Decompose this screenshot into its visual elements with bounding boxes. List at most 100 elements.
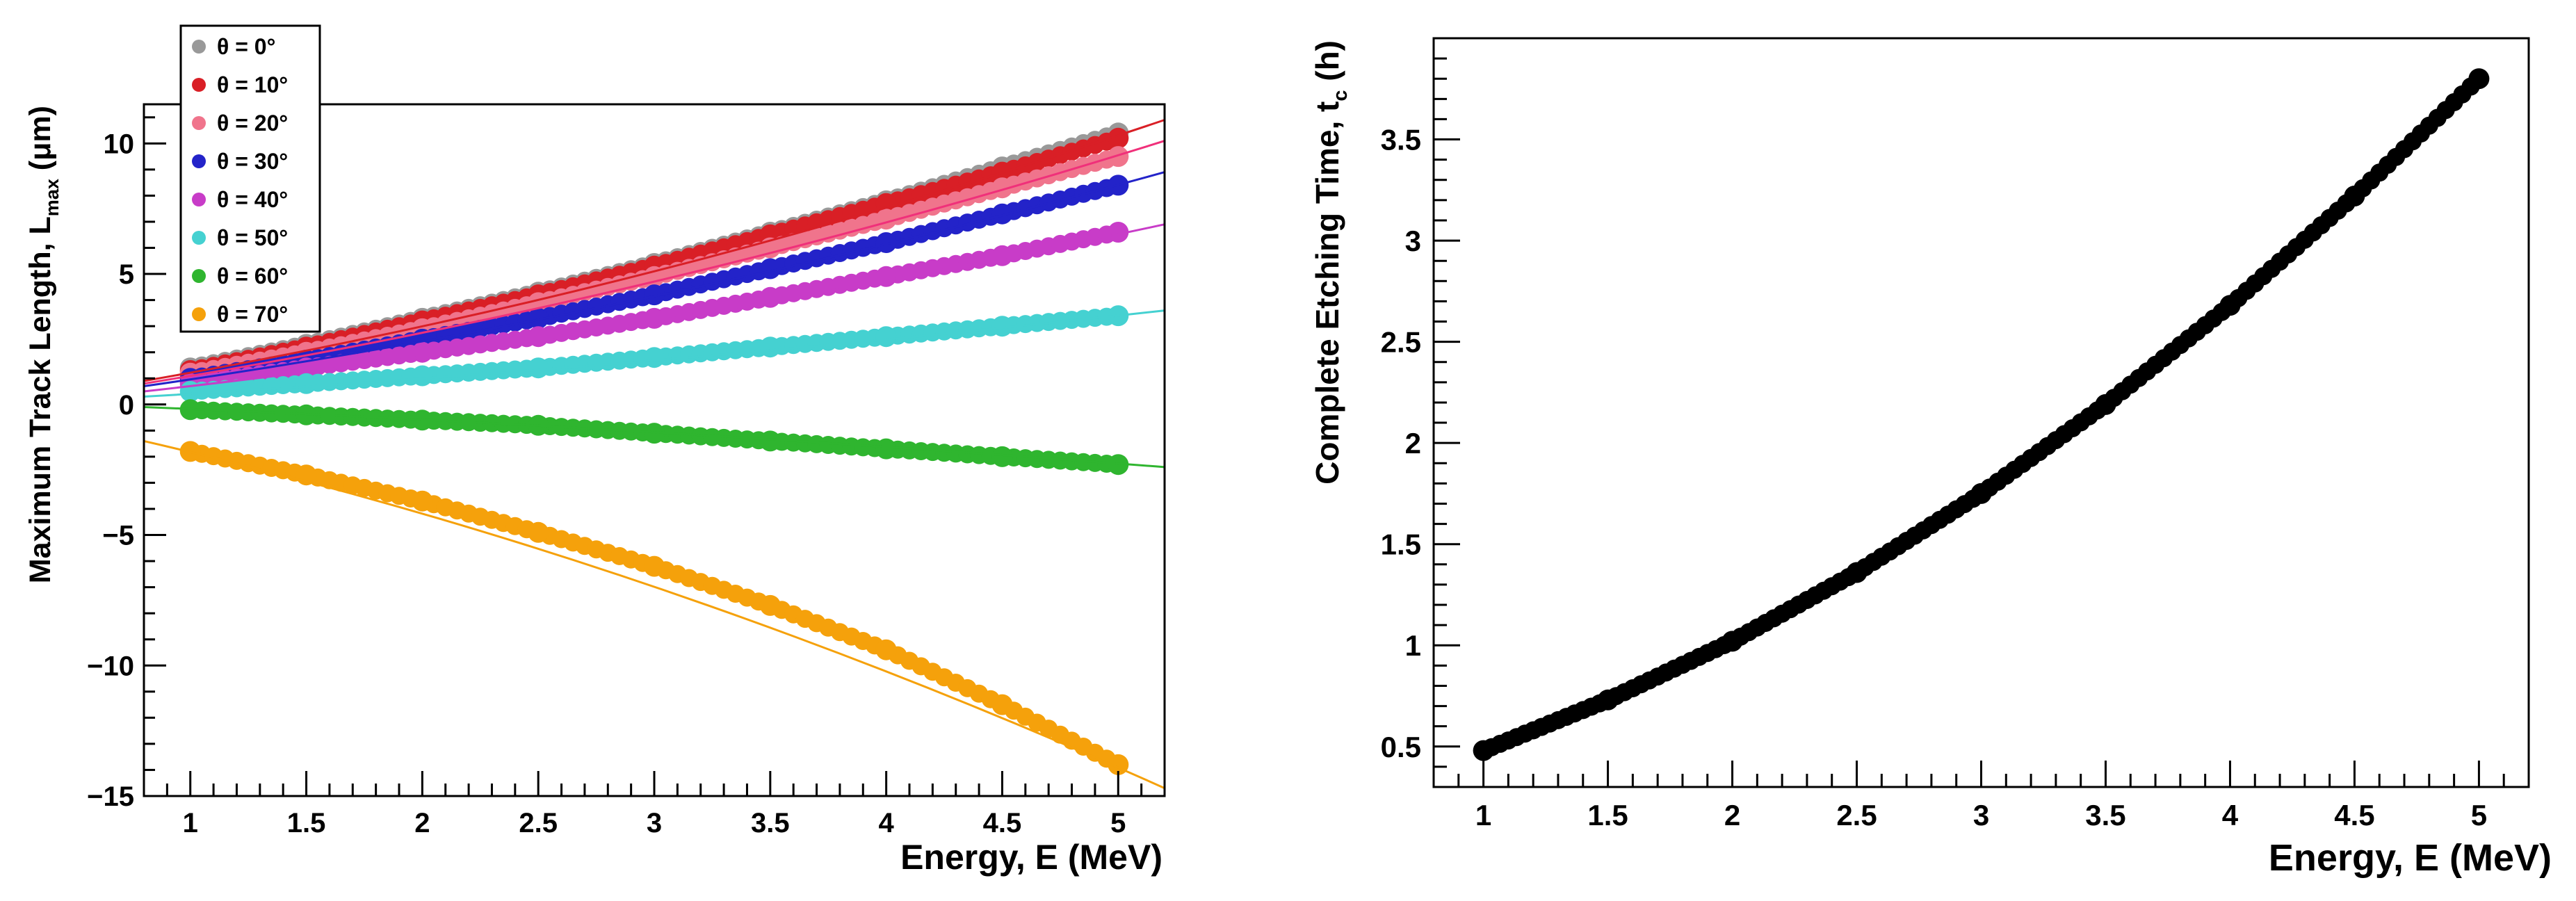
track-length-x-axis-title: Energy, E (MeV) — [900, 838, 1163, 877]
x-tick-label: 4 — [879, 808, 895, 838]
x-tick-label: 3.5 — [2085, 799, 2125, 831]
track-length-fit-lines — [143, 119, 1165, 790]
series-4-point — [644, 284, 665, 306]
series-3-point — [875, 209, 897, 230]
track-length-y-axis-title-sub: max — [42, 179, 63, 216]
legend-label: θ = 70° — [217, 302, 288, 327]
track-length-ticks: 1 1.5 2 2.5 3 3.5 4 4.5 5 −15 −10 −5 0 5 10 — [87, 116, 1166, 838]
x-tick-label: 1.5 — [1587, 799, 1628, 831]
etching-time-y-axis-title-main: Complete Etching Time, t — [1309, 102, 1345, 485]
y-tick-label: 2.5 — [1381, 326, 1421, 359]
x-tick-label: 4.5 — [2334, 799, 2374, 831]
etching-time-point — [2344, 186, 2365, 206]
x-tick-label: 2.5 — [1836, 799, 1877, 831]
series-5-point — [875, 266, 897, 287]
track-length-data-layer — [179, 122, 1129, 775]
series-5-point — [644, 307, 665, 329]
series-8-band — [179, 441, 1129, 775]
x-tick-label: 1 — [1475, 799, 1491, 831]
legend-label: θ = 10° — [217, 72, 288, 97]
x-tick-label: 3 — [1973, 799, 1989, 831]
y-tick-label: 1.5 — [1381, 528, 1421, 561]
legend-marker — [192, 154, 206, 168]
y-tick-label: −15 — [87, 781, 134, 812]
legend-label: θ = 20° — [217, 111, 288, 136]
fit-line-1 — [143, 119, 1165, 382]
y-tick-label: −5 — [102, 521, 134, 551]
series-3-point — [644, 266, 665, 287]
etching-time-point — [1597, 689, 1619, 711]
series-8-point — [875, 639, 897, 660]
x-tick-label: 3.5 — [751, 808, 790, 838]
etching-time-ticks: 1 1.5 2 2.5 3 3.5 4 4.5 5 0.5 1 1.5 2 2.5 3 3.5 — [1381, 37, 2530, 831]
etching-time-series — [1473, 68, 2490, 761]
legend-label: θ = 30° — [217, 149, 288, 174]
track-length-legend: θ = 0° θ = 10° θ = 20° θ = 30° θ = 40° θ = 50… — [179, 24, 321, 333]
y-tick-label: 0.5 — [1381, 731, 1421, 763]
x-tick-label: 3 — [647, 808, 662, 838]
x-tick-label: 1 — [183, 808, 198, 838]
series-7-band — [179, 399, 1129, 476]
x-tick-label: 2 — [414, 808, 430, 838]
legend-marker — [192, 231, 206, 245]
y-tick-label: 5 — [119, 259, 134, 290]
series-3-point — [1108, 146, 1129, 168]
x-tick-label: 2.5 — [519, 808, 558, 838]
y-tick-label: 2 — [1405, 427, 1421, 460]
series-6-point — [759, 336, 781, 358]
etching-time-y-axis-title-sub: c — [1329, 90, 1352, 102]
etching-time-point — [1846, 562, 1868, 583]
fit-line-7 — [143, 439, 1165, 790]
y-tick-label: 3.5 — [1381, 124, 1421, 156]
series-8-point — [759, 594, 781, 616]
y-tick-label: 0 — [119, 390, 134, 421]
legend-label: θ = 0° — [217, 34, 275, 59]
y-tick-label: 3 — [1405, 225, 1421, 257]
series-5-point — [528, 326, 549, 348]
etching-time-y-axis-title-unit: (h) — [1309, 40, 1345, 90]
series-6-point — [295, 373, 317, 394]
track-length-y-axis-title-main: Maximum Track Length, L — [24, 216, 57, 583]
series-4-point — [528, 307, 549, 329]
series-3-point — [991, 177, 1013, 199]
etching-time-point — [1473, 740, 1494, 761]
x-tick-label: 2 — [1724, 799, 1740, 831]
etching-time-y-axis-title: Complete Etching Time, tc (h) — [1309, 40, 1352, 485]
etching-time-data-layer — [1473, 68, 2490, 761]
etching-time-point — [2219, 295, 2241, 316]
legend-marker — [192, 269, 206, 283]
x-tick-label: 5 — [2471, 799, 2487, 831]
x-tick-label: 4 — [2222, 799, 2239, 831]
x-tick-label: 1.5 — [287, 808, 326, 838]
legend-marker — [192, 307, 206, 321]
series-4-point — [875, 232, 897, 253]
series-8-point — [991, 694, 1013, 715]
legend-marker — [192, 40, 206, 54]
legend-marker — [192, 78, 206, 92]
fit-line-5 — [143, 309, 1165, 398]
etching-time-point — [1722, 631, 1743, 652]
track-length-y-axis-title-unit: (μm) — [24, 106, 57, 179]
series-4-point — [991, 203, 1013, 225]
etching-time-x-axis-title: Energy, E (MeV) — [2269, 837, 2552, 879]
series-8-point — [528, 521, 549, 543]
etching-time-chart: 1 1.5 2 2.5 3 3.5 4 4.5 5 0.5 1 1.5 2 2.5 3 3.5 Energy,… — [1309, 37, 2552, 879]
y-tick-label: 10 — [104, 129, 135, 159]
series-8-point — [644, 555, 665, 577]
series-5-point — [759, 286, 781, 308]
track-length-chart: 1 1.5 2 2.5 3 3.5 4 4.5 5 −15 −10 −5 0 5 10 Energy, E … — [24, 24, 1166, 877]
series-6-point — [875, 326, 897, 348]
legend-marker — [192, 193, 206, 206]
legend-label: θ = 50° — [217, 225, 288, 250]
etching-time-point — [2468, 68, 2490, 90]
legend-label: θ = 40° — [217, 187, 288, 212]
x-tick-label: 5 — [1110, 808, 1126, 838]
series-6-point — [991, 316, 1013, 337]
fit-line-2 — [143, 140, 1165, 385]
series-5-point — [991, 245, 1013, 266]
series-8-point — [412, 490, 433, 512]
fit-line-3 — [143, 171, 1165, 387]
series-6-point — [179, 381, 201, 402]
etching-time-point — [2095, 393, 2116, 415]
